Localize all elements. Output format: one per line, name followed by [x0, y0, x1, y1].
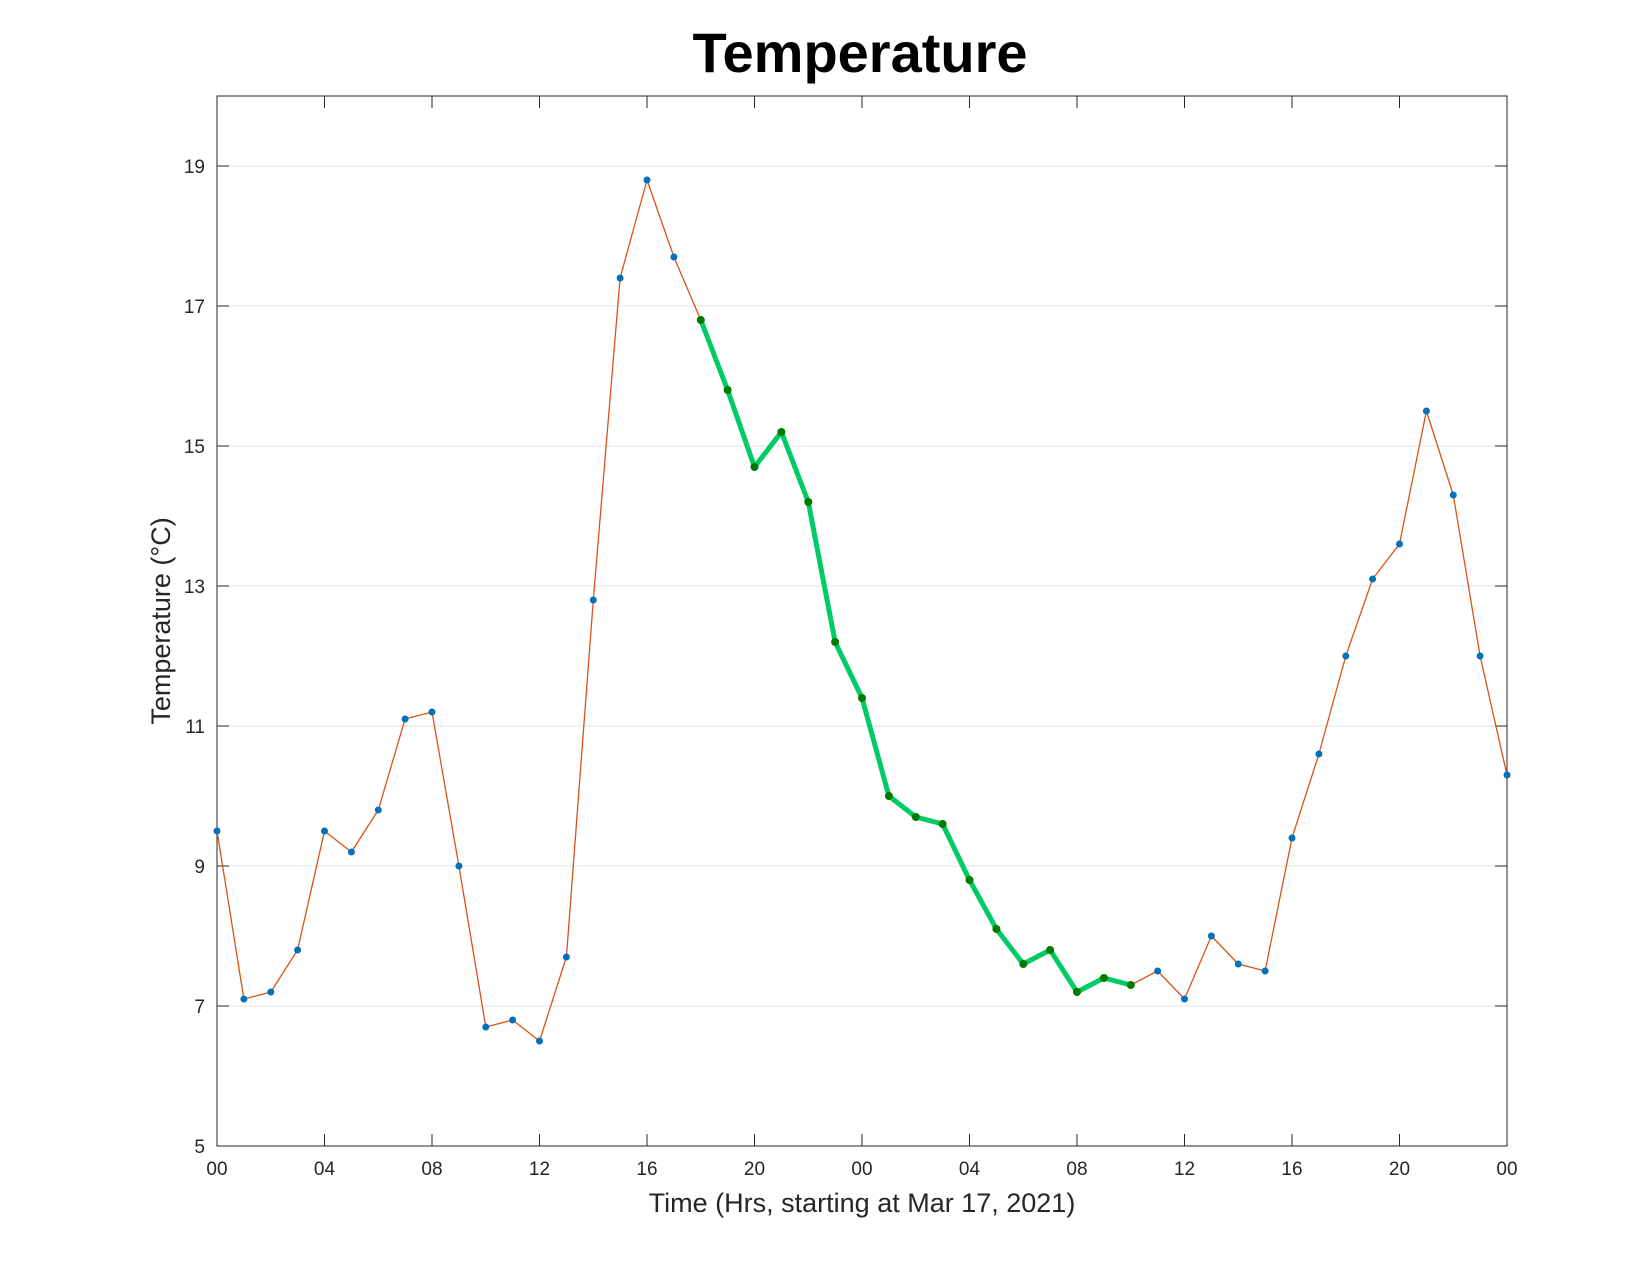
markers-group	[213, 176, 1511, 1045]
highlight-point	[1126, 981, 1135, 989]
x-tick-label: 16	[636, 1159, 657, 1180]
data-point	[1396, 540, 1403, 548]
highlight-point	[965, 876, 974, 884]
x-tick-label: 08	[1066, 1159, 1087, 1180]
data-point	[321, 827, 328, 835]
data-point	[1503, 771, 1511, 779]
data-point	[1181, 995, 1188, 1003]
highlight-point	[938, 820, 947, 828]
data-point	[347, 848, 355, 856]
data-point	[1342, 652, 1350, 660]
data-point	[401, 715, 409, 723]
highlight-point	[777, 428, 786, 436]
axis-ticks: 5 7 9 11 13 15 17 19 00 04 08 12 16 20 00 04 08 12 16 20 00	[184, 96, 1518, 1180]
x-tick-label: 16	[1281, 1159, 1302, 1180]
data-point	[670, 253, 678, 261]
y-tick-label: 9	[194, 857, 205, 878]
highlight-point	[723, 386, 732, 394]
data-point	[562, 953, 570, 961]
data-point	[1315, 750, 1323, 758]
highlight-point	[831, 638, 840, 646]
y-tick-label: 17	[184, 297, 205, 318]
data-point	[1154, 967, 1162, 975]
data-point	[589, 596, 597, 604]
data-point	[1422, 407, 1430, 415]
x-tick-label: 12	[1174, 1159, 1195, 1180]
x-tick-label: 00	[851, 1159, 872, 1180]
data-point	[1288, 834, 1296, 842]
data-point	[240, 995, 248, 1003]
highlight-point	[1099, 974, 1108, 982]
x-tick-label: 04	[959, 1159, 981, 1180]
highlight-point	[750, 463, 759, 471]
data-point	[1476, 652, 1484, 660]
highlight-point	[911, 813, 920, 821]
data-point	[1261, 967, 1269, 975]
highlight-point	[858, 694, 866, 702]
y-tick-label: 7	[194, 997, 205, 1018]
y-tick-label: 5	[194, 1137, 205, 1158]
x-tick-label: 12	[529, 1159, 550, 1180]
highlight-point	[804, 498, 813, 506]
data-point	[536, 1037, 543, 1045]
x-axis-label: Time (Hrs, starting at Mar 17, 2021)	[649, 1188, 1076, 1218]
highlight-point	[1046, 946, 1055, 954]
x-tick-label: 00	[1496, 1159, 1517, 1180]
data-point	[455, 862, 463, 870]
x-tick-label: 20	[744, 1159, 765, 1180]
data-point	[267, 988, 275, 996]
grid-lines	[217, 165, 1507, 1007]
x-tick-label: 20	[1389, 1159, 1410, 1180]
highlight-point	[1073, 988, 1081, 996]
data-point	[1207, 932, 1215, 940]
data-point	[643, 176, 651, 184]
data-point	[616, 274, 624, 282]
highlight-point	[884, 792, 893, 800]
data-point	[374, 806, 382, 814]
highlight-point	[696, 316, 705, 324]
data-point	[213, 827, 221, 835]
highlight-point	[992, 925, 1001, 933]
data-point	[428, 708, 436, 716]
data-point	[1369, 575, 1377, 583]
data-point	[1449, 491, 1457, 499]
y-axis-label: Temperature (°C)	[146, 517, 176, 724]
y-tick-label: 15	[184, 437, 205, 458]
data-point	[482, 1023, 490, 1031]
y-tick-label: 19	[184, 157, 205, 178]
y-tick-label: 11	[185, 717, 205, 738]
data-point	[509, 1016, 517, 1024]
x-tick-label: 08	[421, 1159, 442, 1180]
chart-title: Temperature	[692, 21, 1027, 84]
data-point	[1234, 960, 1242, 968]
highlight-point	[1019, 960, 1028, 968]
data-point	[294, 946, 302, 954]
x-tick-label: 00	[206, 1159, 227, 1180]
x-tick-label: 04	[314, 1159, 336, 1180]
y-tick-label: 13	[184, 577, 205, 598]
